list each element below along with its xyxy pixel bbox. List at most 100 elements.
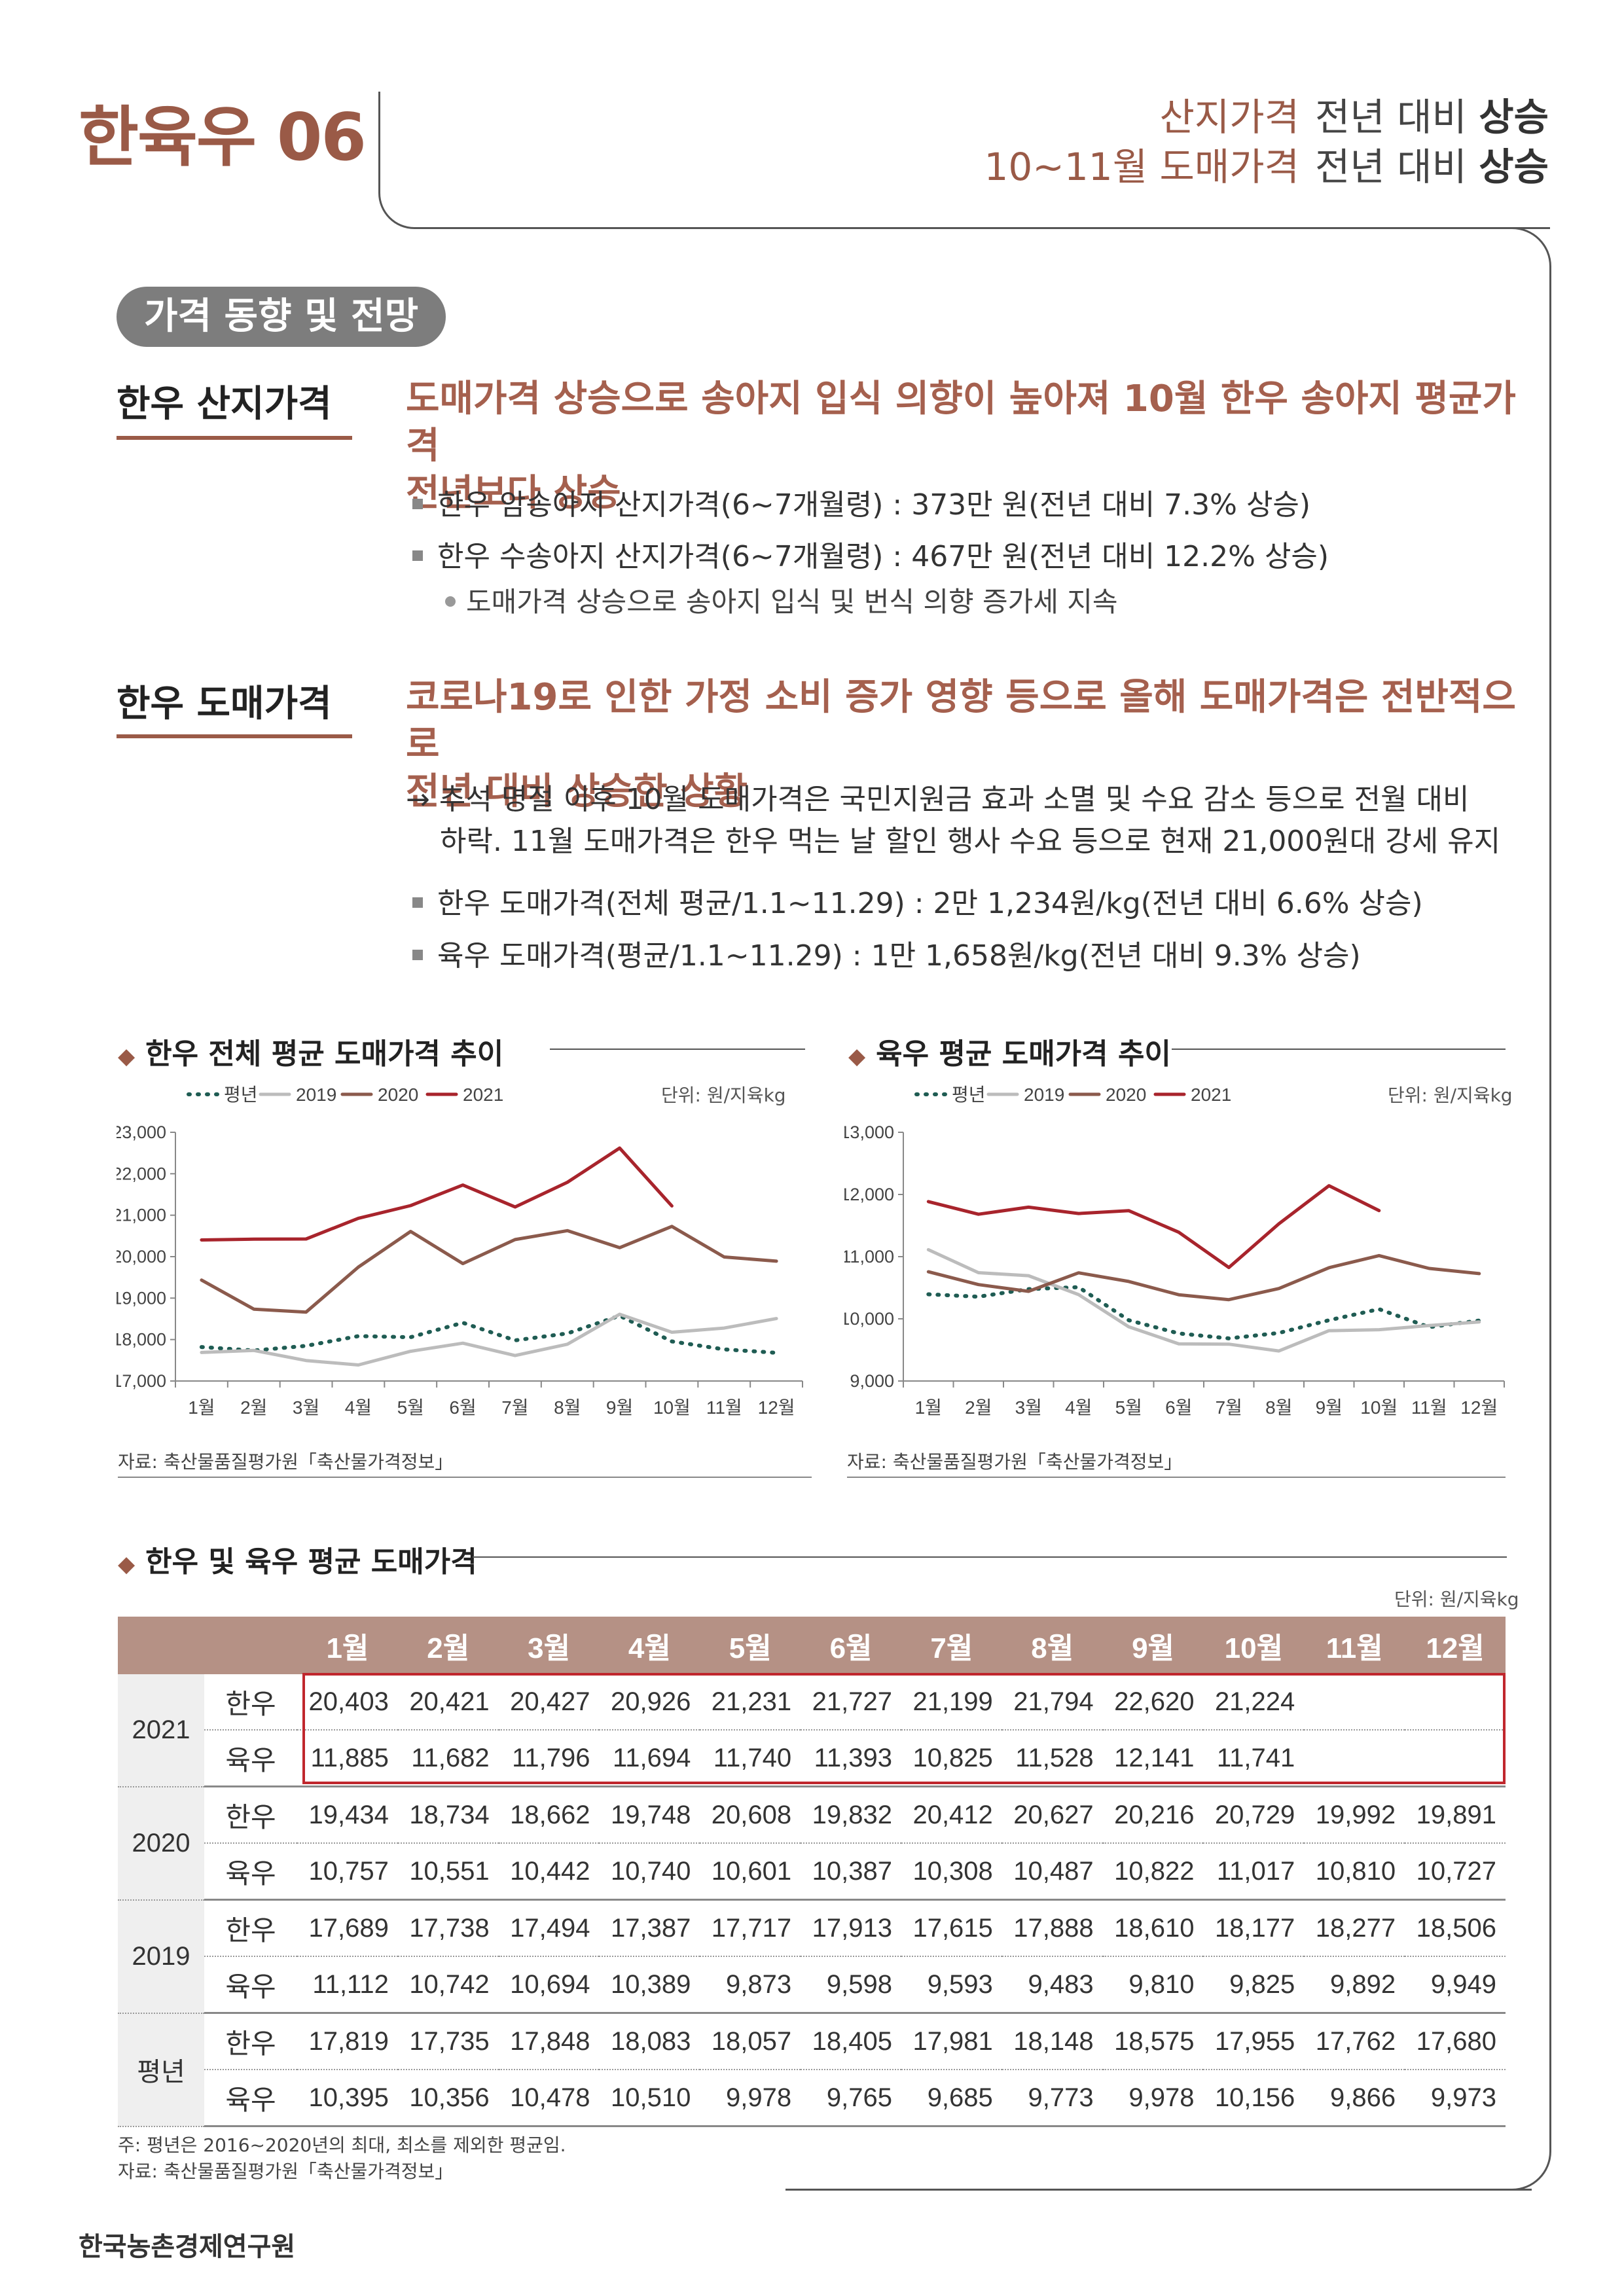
x-tick-label: 5월 (397, 1397, 424, 1418)
table-row: 육우 10,757 10,551 10,442 10,740 10,601 10,387 10… (118, 1843, 1506, 1901)
kind-cell: 한우 (204, 1674, 297, 1731)
x-tick-label: 7월 (1216, 1397, 1242, 1418)
value-cell: 12,141 (1102, 1730, 1204, 1787)
header-summary-1: 산지가격 전년 대비 상승 (1159, 86, 1549, 141)
header-text-1: 전년 대비 (1314, 95, 1467, 139)
page-title: 한육우 06 (79, 99, 367, 175)
square-bullet-icon (412, 897, 423, 908)
value-cell: 19,434 (297, 1786, 398, 1844)
kind-cell: 육우 (204, 1956, 297, 2014)
value-cell: 11,885 (297, 1730, 398, 1787)
table-header-row: 1월 2월 3월 4월 5월 6월 7월 8월 9월 10월 11월 12월 (118, 1617, 1506, 1674)
x-tick-label: 10월 (1360, 1397, 1398, 1418)
y-tick-label: 23,000 (117, 1122, 166, 1142)
legend-label-y2019: 2019 (1024, 1085, 1064, 1105)
header-summary-2: 10~11월 도매가격 전년 대비 상승 (984, 136, 1549, 191)
square-bullet-icon (412, 950, 423, 960)
chart-unit: 단위: 원/지육kg (661, 1085, 786, 1106)
chart-title-text: 육우 평균 도매가격 추이 (876, 1037, 1171, 1071)
title-rule (1172, 1049, 1506, 1050)
value-cell: 10,601 (700, 1843, 801, 1901)
x-tick-label: 4월 (345, 1397, 372, 1418)
legend-label-avg: 평년 (952, 1085, 986, 1105)
x-tick-label: 9월 (1316, 1397, 1343, 1418)
value-cell: 10,757 (297, 1843, 398, 1901)
x-tick-label: 4월 (1065, 1397, 1092, 1418)
month-header: 12월 (1405, 1617, 1506, 1674)
bullet-item: 육우 도매가격(평균/1.1~11.29) : 1만 1,658원/kg(전년 … (412, 932, 1361, 974)
value-cell: 18,405 (801, 2013, 901, 2070)
y-tick-label: 12,000 (844, 1185, 894, 1204)
value-cell: 21,794 (1001, 1674, 1103, 1731)
headline-line: 전년보다 상승 (406, 472, 621, 514)
table-row: 2020 한우 19,434 18,734 18,662 19,748 20,608 19,8… (118, 1786, 1506, 1901)
y-tick-label: 18,000 (117, 1330, 166, 1350)
month-header: 8월 (1001, 1617, 1103, 1674)
value-cell: 20,421 (397, 1674, 499, 1731)
section-rule (117, 734, 352, 738)
bullet-item: 한우 수송아지 산지가격(6~7개월령) : 467만 원(전년 대비 12.2… (412, 533, 1329, 575)
value-cell: 21,199 (901, 1674, 1002, 1731)
headline-line: 전년 대비 상승한 상황 (406, 770, 748, 813)
y-tick-label: 17,000 (117, 1371, 166, 1391)
kind-cell: 한우 (204, 2013, 297, 2070)
x-tick-label: 12월 (1460, 1397, 1498, 1418)
legend-label-y2020: 2020 (378, 1085, 418, 1105)
x-tick-label: 1월 (915, 1397, 942, 1418)
kind-cell: 육우 (204, 1730, 297, 1787)
month-header: 5월 (700, 1617, 801, 1674)
month-header: 1월 (297, 1617, 398, 1674)
value-cell: 18,083 (599, 2013, 700, 2070)
table-source: 자료: 축산물품질평가원「축산물가격정보」 (118, 2161, 454, 2182)
value-cell: 17,717 (700, 1899, 801, 1957)
highlight-2021-box (302, 1673, 1506, 1784)
year-cell: 2019 (118, 1899, 204, 2014)
page-frame-bottom (785, 2189, 1532, 2191)
value-cell: 10,727 (1405, 1843, 1506, 1901)
table-row: 육우 11,885 11,682 11,796 11,694 11,740 11,393 10… (118, 1730, 1506, 1787)
value-cell: 17,819 (297, 2013, 398, 2070)
series-line-y2019 (926, 1247, 1481, 1353)
kind-cell: 한우 (204, 1786, 297, 1844)
y-tick-label: 10,000 (844, 1309, 894, 1329)
series-line-avg (926, 1285, 1481, 1340)
x-tick-label: 7월 (501, 1397, 528, 1418)
value-cell: 10,308 (901, 1843, 1002, 1901)
value-cell: 11,694 (599, 1730, 700, 1787)
y-tick-label: 19,000 (117, 1288, 166, 1308)
value-cell: 18,610 (1102, 1899, 1204, 1957)
table-row: 평년 한우 17,819 17,735 17,848 18,083 18,057 18,405… (118, 2013, 1506, 2127)
bullet-item: 한우 암송아지 산지가격(6~7개월령) : 373만 원(전년 대비 7.3%… (412, 481, 1310, 523)
header-key-2: 10~11월 도매가격 (984, 145, 1299, 189)
table-row: 육우 10,395 10,356 10,478 10,510 9,978 9,765 9,68… (118, 2070, 1506, 2127)
value-cell: 10,551 (397, 1843, 499, 1901)
value-cell: 18,057 (700, 2013, 801, 2070)
value-cell: 11,796 (498, 1730, 600, 1787)
y-tick-label: 20,000 (117, 1247, 166, 1266)
y-tick-label: 9,000 (850, 1371, 894, 1391)
value-cell: 18,277 (1304, 1899, 1405, 1957)
x-tick-label: 5월 (1115, 1397, 1142, 1418)
x-tick-label: 3월 (1015, 1397, 1042, 1418)
chart-title-yugwoo: ◆ 육우 평균 도매가격 추이 (848, 1030, 1171, 1072)
table-row: 2019 한우 17,689 17,738 17,494 17,387 17,717 17,9… (118, 1899, 1506, 2014)
value-cell: 19,832 (801, 1786, 901, 1844)
headline-line: 도매가격 상승으로 송아지 입식 의향이 높아져 10월 한우 송아지 평균가격 (406, 378, 1516, 467)
value-cell: 10,387 (801, 1843, 901, 1901)
x-tick-label: 2월 (240, 1397, 267, 1418)
chart-bottom-rule (118, 1477, 812, 1478)
value-cell: 11,528 (1001, 1730, 1103, 1787)
year-cell: 2020 (118, 1786, 204, 1901)
square-bullet-icon (412, 499, 423, 509)
chart-yugwoo: 평년 2019 2020 2021 9,000 10,000 11,000 12,000 13,… (844, 1085, 1505, 1418)
value-cell: 17,955 (1203, 2013, 1305, 2070)
value-cell: 21,231 (700, 1674, 801, 1731)
value-cell: 20,216 (1102, 1786, 1204, 1844)
month-header: 3월 (498, 1617, 600, 1674)
chart-title-text: 한우 전체 평균 도매가격 추이 (145, 1037, 504, 1071)
value-cell: 9,685 (901, 2070, 1002, 2127)
value-cell: 11,017 (1203, 1843, 1305, 1901)
kind-cell: 육우 (204, 1843, 297, 1901)
chart-source: 자료: 축산물품질평가원「축산물가격정보」 (847, 1451, 1183, 1473)
value-cell: 9,949 (1405, 1956, 1506, 2014)
